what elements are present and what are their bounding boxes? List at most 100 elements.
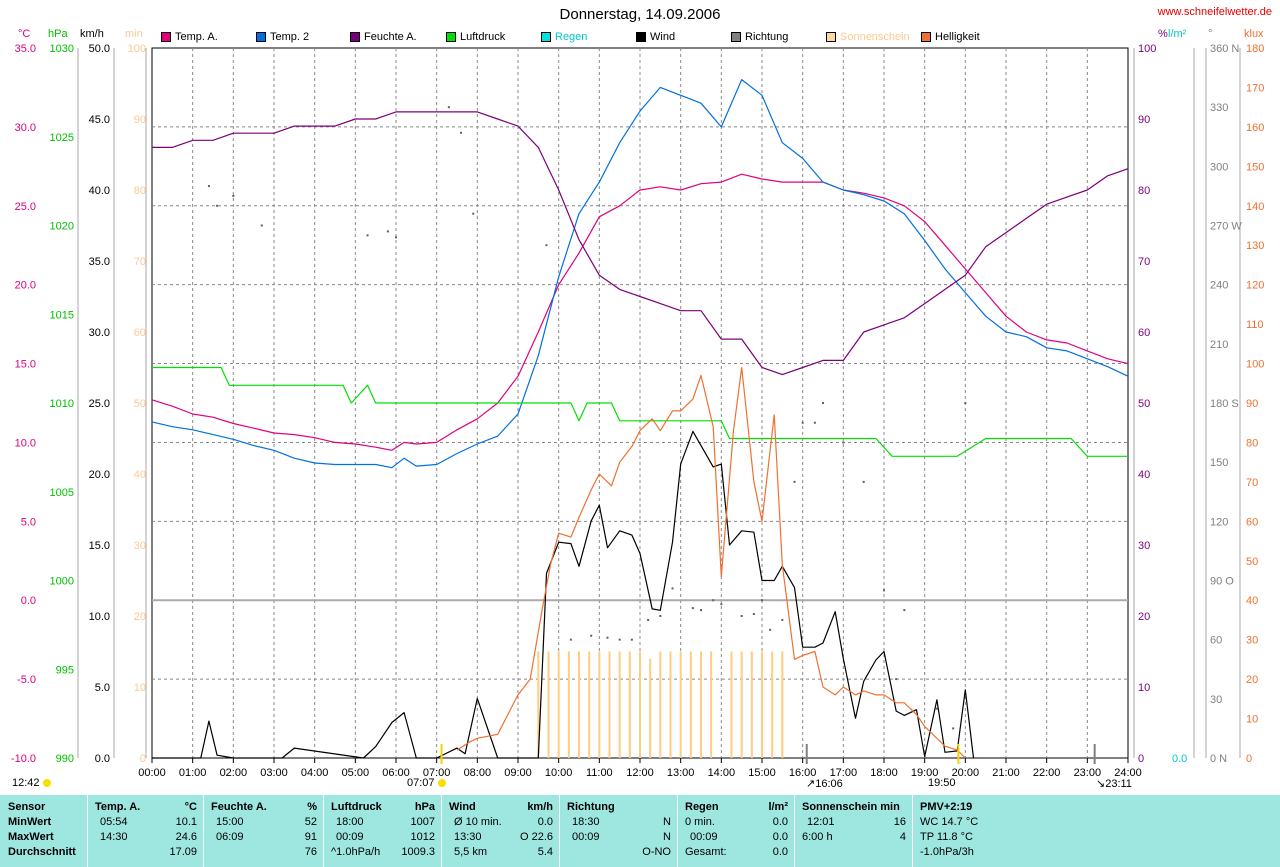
stats-press-col: Luftdruck hPa 18:00 1007 00:09 1012 ^1.0hPa…: [324, 795, 442, 867]
temp-tick-label: -10.0: [11, 753, 36, 765]
x-tick-label: 24:00: [1114, 767, 1142, 779]
direction-point: [793, 480, 796, 483]
stat-value: 5.4: [537, 846, 553, 858]
legend-label: Temp. A.: [175, 31, 218, 43]
stats-header: Richtung: [567, 801, 615, 813]
direction-point: [386, 230, 389, 233]
stats-unit: %: [307, 801, 317, 813]
deg-tick-label: 180 S: [1210, 398, 1239, 410]
direction-point: [842, 441, 845, 444]
stats-rain-col: Regen l/m² 0 min. 0.0 00:09 0.0 Gesamt: 0.0: [678, 795, 795, 867]
x-tick-label: 16:00: [789, 767, 817, 779]
x-tick-label: 09:00: [504, 767, 532, 779]
stats-header: Sensor: [8, 801, 46, 813]
site-link[interactable]: www.schneifelwetter.de: [1157, 6, 1272, 18]
kmh-tick-label: 35.0: [89, 256, 110, 268]
x-tick-label: 05:00: [342, 767, 370, 779]
x-tick-label: 17:00: [830, 767, 858, 779]
stat-time: 6:00 h: [802, 831, 833, 843]
direction-point: [700, 609, 702, 612]
direction-point: [935, 707, 938, 710]
stats-header: Sonnenschein min: [802, 801, 900, 813]
legend-label: Regen: [555, 31, 588, 43]
pct-tick-label: 30: [1138, 540, 1150, 552]
x-tick-label: 06:00: [382, 767, 410, 779]
stats-hum-col: Feuchte A.% 15:00 52 06:09 91 76: [204, 795, 324, 867]
pct-tick-label: 20: [1138, 611, 1150, 623]
stat-value: 76: [304, 846, 317, 858]
x-tick-label: 19:00: [911, 767, 939, 779]
direction-point: [761, 599, 763, 602]
klux-tick-label: 130: [1246, 240, 1264, 252]
stats-header: Wind: [449, 801, 476, 813]
direction-point: [606, 636, 609, 639]
series-line: [456, 366, 966, 759]
stat-value: 17.09: [169, 846, 197, 858]
direction-point: [752, 613, 755, 616]
stats-temp-col: Temp. A. °C 05:54 10.1 14:30 24.6 17.09: [88, 795, 204, 867]
legend-item: Luftdruck: [446, 31, 505, 43]
direction-point: [769, 628, 772, 631]
klux-tick-label: 50: [1246, 556, 1258, 568]
legend-label: Helligkeit: [935, 31, 980, 43]
stat-value: TP 11.8 °C: [920, 831, 973, 843]
hpa-tick-label: 1000: [50, 576, 74, 588]
weather-chart: 00:00 01:00 02:00 03:00 04:00 05:00 06:00 07:00…: [11, 43, 1264, 779]
deg-tick-label: 270 W: [1210, 221, 1242, 233]
stats-header: Regen: [685, 801, 719, 813]
temp-tick-label: 15.0: [15, 359, 36, 371]
direction-point: [862, 480, 865, 483]
legend-swatch: [826, 32, 836, 42]
stat-value: 0.0: [772, 846, 788, 858]
stats-unit: km/h: [527, 801, 553, 813]
temp-tick-label: 10.0: [15, 437, 36, 449]
stats-dir-col: Richtung 18:30 N 00:09 N O-NO: [560, 795, 678, 867]
klux-tick-label: 30: [1246, 635, 1258, 647]
stat-value: 91: [304, 831, 317, 843]
stats-sensor-col: Sensor MinWert MaxWert Durchschnitt: [0, 795, 88, 867]
legend-swatch: [161, 32, 171, 42]
kmh-tick-label: 5.0: [95, 682, 110, 694]
deg-unit: °: [1208, 28, 1213, 40]
stat-value: 24.6: [175, 831, 197, 843]
stats-panel: Sensor MinWert MaxWert Durchschnitt Temp…: [0, 795, 1280, 867]
klux-tick-label: 150: [1246, 161, 1264, 173]
hpa-tick-label: 1015: [50, 309, 74, 321]
temp-tick-label: 20.0: [15, 280, 36, 292]
legend-label: Temp. 2: [270, 31, 310, 43]
direction-point: [447, 106, 450, 109]
direction-point: [801, 421, 804, 424]
direction-point: [952, 727, 955, 730]
direction-point: [207, 185, 210, 188]
sun-icon: [437, 779, 446, 788]
direction-point: [740, 615, 743, 617]
deg-tick-label: 210: [1210, 339, 1228, 351]
direction-point: [781, 618, 784, 621]
stats-header: Temp. A.: [95, 801, 141, 813]
direction-point: [691, 607, 694, 610]
stat-time: Gesamt:: [685, 846, 727, 858]
stat-value: 0.0: [772, 831, 788, 843]
stat-time: 00:09: [690, 831, 718, 843]
legend-swatch: [636, 32, 646, 42]
direction-point: [618, 638, 621, 641]
klux-tick-label: 0: [1246, 753, 1252, 765]
pct-tick-label: 50: [1138, 398, 1150, 410]
legend-swatch: [256, 32, 266, 42]
stat-value: 1009.3: [401, 846, 435, 858]
stat-value: 0.0: [537, 816, 553, 828]
stat-time: 12:01: [807, 816, 835, 828]
direction-point: [647, 618, 650, 621]
stats-sun-col: Sonnenschein min 12:01 16 6:00 h 4: [795, 795, 913, 867]
hpa-tick-label: 995: [56, 664, 74, 676]
stat-value: O-NO: [642, 846, 671, 858]
x-tick-label: 11:00: [586, 767, 613, 779]
kmh-tick-label: 10.0: [89, 611, 110, 623]
lm2-tick-label: 0.0: [1172, 753, 1187, 765]
moonrise-marker: ↗16:06: [806, 778, 843, 790]
min-tick-label: 0: [140, 753, 146, 765]
min-tick-label: 30: [134, 540, 146, 552]
kmh-unit: km/h: [80, 28, 104, 40]
x-tick-label: 01:00: [179, 767, 207, 779]
legend-item: Wind: [636, 31, 675, 43]
